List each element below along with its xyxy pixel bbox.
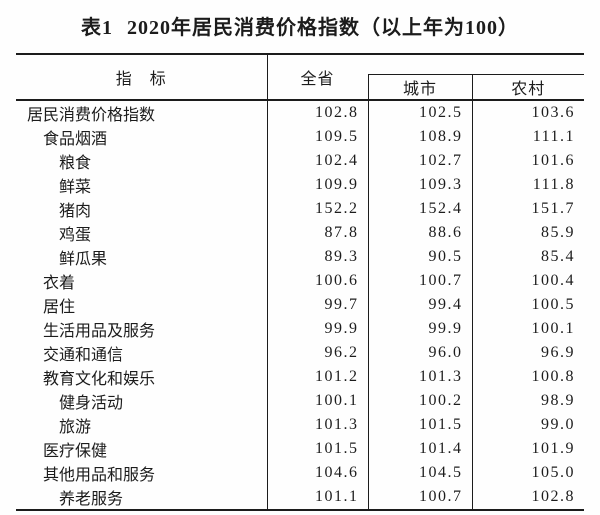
province-value-cell: 99.9: [266, 316, 368, 341]
city-value-cell: 90.5: [367, 244, 472, 269]
rural-value-cell: 96.9: [471, 340, 584, 365]
city-value-cell: 102.7: [367, 148, 472, 173]
table-row: 交通和通信 96.2 96.0 96.9: [16, 340, 584, 365]
indicator-cell: 鲜瓜果: [59, 250, 108, 268]
city-value-cell: 100.2: [367, 388, 472, 413]
rural-value-cell: 102.8: [471, 484, 584, 511]
indicator-cell: 鲜菜: [59, 178, 92, 196]
header-city: 城市: [367, 74, 472, 101]
rural-value-cell: 101.9: [471, 436, 584, 461]
table-title: 表1 2020年居民消费价格指数（以上年为100）: [0, 11, 600, 40]
indicator-cell: 衣着: [43, 274, 76, 292]
rural-value-cell: 111.1: [471, 124, 584, 149]
city-value-cell: 101.5: [367, 412, 472, 437]
indicator-cell: 食品烟酒: [43, 130, 108, 148]
header-row-1: 指 标 全省: [16, 53, 584, 101]
indicator-cell: 教育文化和娱乐: [43, 370, 156, 388]
city-value-cell: 101.4: [367, 436, 472, 461]
city-value-cell: 99.4: [367, 292, 472, 317]
city-value-cell: 152.4: [367, 196, 472, 221]
province-value-cell: 102.4: [266, 148, 368, 173]
province-value-cell: 101.1: [266, 484, 368, 511]
city-value-cell: 108.9: [367, 124, 472, 149]
province-value-cell: 100.6: [266, 268, 368, 293]
header-rural: 农村: [471, 74, 584, 101]
city-value-cell: 102.5: [367, 99, 472, 125]
table-row: 其他用品和服务 104.6 104.5 105.0: [16, 460, 584, 485]
province-value-cell: 89.3: [266, 244, 368, 269]
rural-value-cell: 151.7: [471, 196, 584, 221]
table-title-text: 2020年居民消费价格指数（以上年为100）: [127, 17, 519, 39]
province-value-cell: 102.8: [266, 99, 368, 125]
rural-value-cell: 98.9: [471, 388, 584, 413]
province-value-cell: 96.2: [266, 340, 368, 365]
indicator-cell: 交通和通信: [43, 346, 124, 364]
indicator-cell: 旅游: [59, 418, 92, 436]
table-title-tag: 表1: [81, 17, 113, 39]
city-value-cell: 101.3: [367, 364, 472, 389]
table-row: 鲜菜 109.9 109.3 111.8: [16, 172, 584, 197]
province-value-cell: 101.3: [266, 412, 368, 437]
indicator-cell: 猪肉: [59, 202, 92, 220]
rural-value-cell: 85.4: [471, 244, 584, 269]
indicator-cell: 医疗保健: [43, 442, 108, 460]
cpi-table: 指 标 全省 城市 农村 居民消费价格指数 102.8 102.5 103.6 …: [16, 53, 584, 511]
city-value-cell: 96.0: [367, 340, 472, 365]
table-row: 鸡蛋 87.8 88.6 85.9: [16, 220, 584, 245]
rural-value-cell: 100.4: [471, 268, 584, 293]
header-spacer: [368, 53, 584, 75]
table-row: 医疗保健 101.5 101.4 101.9: [16, 436, 584, 461]
table-row: 鲜瓜果 89.3 90.5 85.4: [16, 244, 584, 269]
city-value-cell: 109.3: [367, 172, 472, 197]
province-value-cell: 100.1: [266, 388, 368, 413]
city-value-cell: 100.7: [367, 268, 472, 293]
table-row: 教育文化和娱乐 101.2 101.3 100.8: [16, 364, 584, 389]
table-row: 旅游 101.3 101.5 99.0: [16, 412, 584, 437]
city-value-cell: 99.9: [367, 316, 472, 341]
rural-value-cell: 100.5: [471, 292, 584, 317]
table-row: 健身活动 100.1 100.2 98.9: [16, 388, 584, 413]
header-row-2: 城市 农村: [16, 74, 584, 101]
province-value-cell: 104.6: [266, 460, 368, 485]
table-row: 粮食 102.4 102.7 101.6: [16, 148, 584, 173]
rural-value-cell: 85.9: [471, 220, 584, 245]
table-row: 居住 99.7 99.4 100.5: [16, 292, 584, 317]
province-value-cell: 109.9: [266, 172, 368, 197]
indicator-cell: 粮食: [59, 154, 92, 172]
city-value-cell: 104.5: [367, 460, 472, 485]
rural-value-cell: 100.8: [471, 364, 584, 389]
indicator-cell: 生活用品及服务: [43, 322, 156, 340]
header-indicator: 指 标: [16, 53, 268, 101]
header-province: 全省: [267, 53, 368, 101]
rural-value-cell: 105.0: [471, 460, 584, 485]
indicator-cell: 居民消费价格指数: [27, 106, 156, 124]
rural-value-cell: 101.6: [471, 148, 584, 173]
province-value-cell: 101.5: [266, 436, 368, 461]
table-row: 食品烟酒 109.5 108.9 111.1: [16, 124, 584, 149]
indicator-cell: 其他用品和服务: [43, 466, 156, 484]
table-row: 猪肉 152.2 152.4 151.7: [16, 196, 584, 221]
indicator-cell: 健身活动: [59, 394, 124, 412]
rural-value-cell: 111.8: [471, 172, 584, 197]
indicator-cell: 鸡蛋: [59, 226, 92, 244]
indicator-cell: 养老服务: [16, 484, 267, 511]
indicator-cell: 居住: [43, 298, 76, 316]
province-value-cell: 101.2: [266, 364, 368, 389]
rural-value-cell: 100.1: [471, 316, 584, 341]
table-body: 居民消费价格指数 102.8 102.5 103.6 食品烟酒 109.5 10…: [16, 99, 584, 511]
table-row: 衣着 100.6 100.7 100.4: [16, 268, 584, 293]
province-value-cell: 152.2: [266, 196, 368, 221]
province-value-cell: 109.5: [266, 124, 368, 149]
city-value-cell: 88.6: [367, 220, 472, 245]
city-value-cell: 100.7: [367, 484, 472, 511]
table-row: 生活用品及服务 99.9 99.9 100.1: [16, 316, 584, 341]
table-row: 养老服务 101.1 100.7 102.8: [16, 484, 584, 511]
province-value-cell: 99.7: [266, 292, 368, 317]
table-header: 指 标 全省 城市 农村: [16, 53, 584, 101]
table-row: 居民消费价格指数 102.8 102.5 103.6: [16, 99, 584, 125]
rural-value-cell: 103.6: [471, 99, 584, 125]
rural-value-cell: 99.0: [471, 412, 584, 437]
province-value-cell: 87.8: [266, 220, 368, 245]
